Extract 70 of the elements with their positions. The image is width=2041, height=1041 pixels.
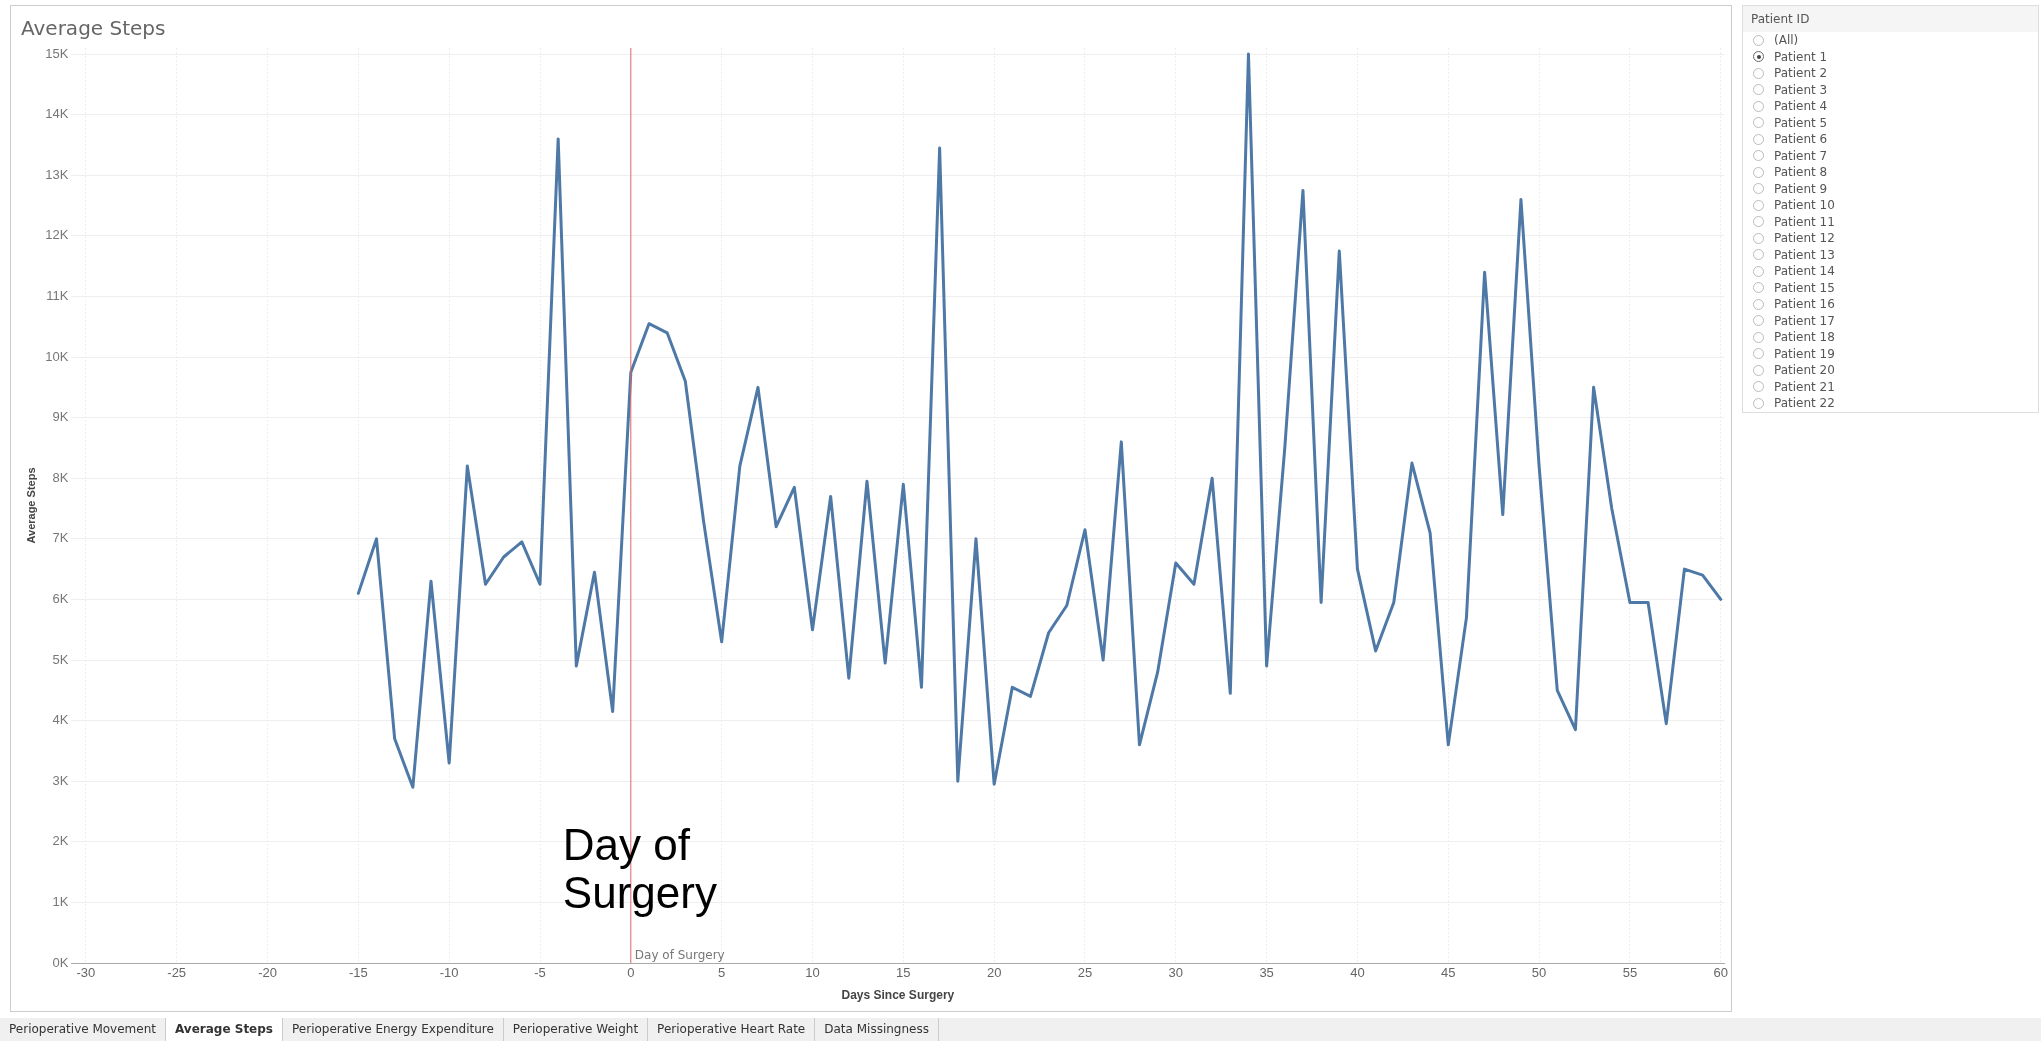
text: (All) xyxy=(1774,33,1799,48)
y-tick-label: 6K xyxy=(52,591,69,606)
text: Patient 17 xyxy=(1774,313,1835,328)
text: Patient ID xyxy=(1743,6,2038,32)
ref-line-label: Day of Surgery xyxy=(634,948,725,963)
x-tick-label: 25 xyxy=(1077,965,1093,981)
y-tick-label: 7K xyxy=(52,530,69,546)
y-tick-label: 3K xyxy=(52,772,69,788)
y-tick-label: 15K xyxy=(45,45,69,61)
y-tick-label: 5K xyxy=(52,651,69,667)
y-tick-label: 8K xyxy=(52,469,69,485)
text: Patient 3 xyxy=(1774,82,1828,97)
text: Patient 12 xyxy=(1774,231,1835,246)
x-tick-label: -5 xyxy=(534,965,546,981)
text: Patient 22 xyxy=(1774,396,1835,411)
y-tick-label: 10K xyxy=(45,348,69,364)
y-tick-label: 1K xyxy=(52,893,69,909)
text: Average Steps xyxy=(166,1018,283,1041)
x-tick-label: -25 xyxy=(167,965,187,981)
y-tick-label: 9K xyxy=(52,409,69,425)
text: Patient 1 xyxy=(1774,49,1828,64)
x-tick-label: 0 xyxy=(627,965,635,981)
x-tick-label: -30 xyxy=(76,965,96,981)
text: Patient 18 xyxy=(1774,330,1835,345)
x-tick-label: 10 xyxy=(805,965,820,981)
annotation: Day of Surgery xyxy=(562,820,717,918)
text: Patient 14 xyxy=(1774,264,1835,279)
x-tick-label: 40 xyxy=(1350,965,1365,981)
x-tick-label: 60 xyxy=(1713,965,1728,981)
text: Patient 4 xyxy=(1774,99,1828,114)
y-axis-title: Average Steps xyxy=(24,467,37,544)
x-tick-label: -20 xyxy=(258,965,277,981)
text: Patient 5 xyxy=(1774,115,1828,130)
text: Patient 9 xyxy=(1774,181,1828,196)
text: Patient 21 xyxy=(1774,379,1835,394)
x-tick-label: -15 xyxy=(348,965,368,981)
x-tick-label: 30 xyxy=(1168,965,1184,981)
x-axis-title: Days Since Surgery xyxy=(841,988,955,1003)
x-tick-label: 45 xyxy=(1441,965,1456,981)
text: Patient 13 xyxy=(1774,247,1835,262)
text: Patient 15 xyxy=(1774,280,1835,295)
y-tick-label: 0K xyxy=(52,954,69,970)
text: Data Missingness xyxy=(815,1018,939,1041)
text: Perioperative Heart Rate xyxy=(648,1018,816,1041)
y-tick-label: 11K xyxy=(46,288,69,304)
text: Patient 2 xyxy=(1774,66,1828,81)
text: Patient 11 xyxy=(1774,214,1835,229)
text: Perioperative Weight xyxy=(503,1018,649,1041)
x-tick-label: 35 xyxy=(1259,965,1274,981)
text: Patient 16 xyxy=(1774,297,1835,312)
x-tick-label: 55 xyxy=(1622,965,1638,981)
x-tick-label: 5 xyxy=(718,965,726,981)
y-tick-label: 4K xyxy=(52,712,69,728)
x-tick-label: 20 xyxy=(986,965,1002,981)
y-tick-label: 12K xyxy=(45,227,69,243)
y-tick-label: 13K xyxy=(45,166,69,182)
text: Patient 10 xyxy=(1774,198,1835,213)
text: Perioperative Movement xyxy=(0,1018,166,1041)
y-tick-label: 14K xyxy=(45,106,69,122)
x-tick-label: 50 xyxy=(1531,965,1547,981)
text: Perioperative Energy Expenditure xyxy=(283,1018,504,1041)
y-tick-label: 2K xyxy=(52,833,69,849)
x-tick-label: -10 xyxy=(439,965,459,981)
text: Patient 7 xyxy=(1774,148,1828,163)
text: Patient 8 xyxy=(1774,165,1828,180)
text: Patient 19 xyxy=(1774,346,1835,361)
chart-title: Average Steps xyxy=(21,16,166,41)
text: Patient 6 xyxy=(1774,132,1828,147)
text: Patient 20 xyxy=(1774,363,1835,378)
x-tick-label: 15 xyxy=(896,965,911,981)
